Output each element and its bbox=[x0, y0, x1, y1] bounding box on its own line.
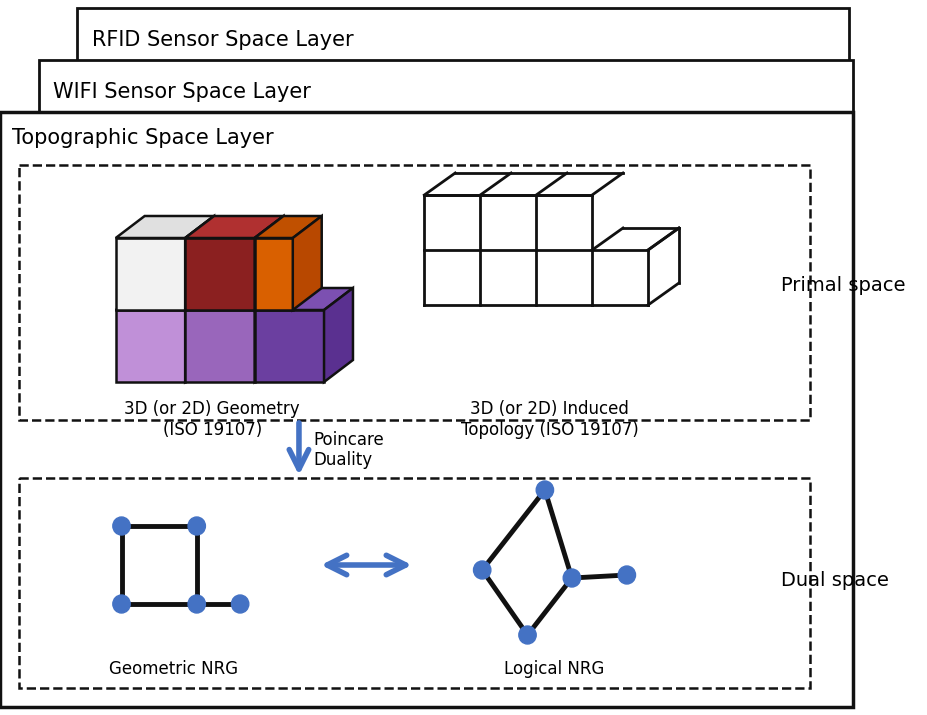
Polygon shape bbox=[185, 310, 254, 382]
Polygon shape bbox=[324, 288, 352, 382]
Polygon shape bbox=[254, 288, 352, 310]
Circle shape bbox=[113, 595, 130, 613]
Text: Topographic Space Layer: Topographic Space Layer bbox=[11, 128, 273, 148]
Circle shape bbox=[231, 595, 248, 613]
Bar bbox=[19, 478, 809, 688]
Circle shape bbox=[617, 566, 635, 584]
Bar bbox=[39, 60, 853, 155]
Circle shape bbox=[563, 569, 580, 587]
Polygon shape bbox=[185, 216, 284, 238]
Polygon shape bbox=[116, 238, 185, 310]
Circle shape bbox=[188, 595, 205, 613]
Text: 3D (or 2D) Geometry
(ISO 19107): 3D (or 2D) Geometry (ISO 19107) bbox=[124, 400, 299, 439]
Circle shape bbox=[518, 626, 536, 644]
Polygon shape bbox=[116, 216, 214, 238]
Bar bbox=[0, 112, 853, 707]
Polygon shape bbox=[254, 216, 284, 310]
Polygon shape bbox=[185, 238, 254, 310]
Polygon shape bbox=[185, 288, 214, 382]
Text: Dual space: Dual space bbox=[781, 571, 888, 589]
Circle shape bbox=[473, 561, 490, 579]
Text: RFID Sensor Space Layer: RFID Sensor Space Layer bbox=[92, 30, 353, 50]
Polygon shape bbox=[185, 216, 214, 310]
Text: WIFI Sensor Space Layer: WIFI Sensor Space Layer bbox=[53, 82, 311, 102]
Circle shape bbox=[113, 517, 130, 535]
Polygon shape bbox=[116, 310, 185, 382]
Text: Primal space: Primal space bbox=[781, 275, 905, 295]
Polygon shape bbox=[254, 216, 322, 238]
Polygon shape bbox=[293, 216, 322, 310]
Text: 3D (or 2D) Induced
Topology (ISO 19107): 3D (or 2D) Induced Topology (ISO 19107) bbox=[461, 400, 638, 439]
Polygon shape bbox=[185, 288, 284, 310]
Circle shape bbox=[536, 481, 553, 499]
Text: Logical NRG: Logical NRG bbox=[503, 660, 604, 678]
Polygon shape bbox=[116, 288, 214, 310]
Text: Geometric NRG: Geometric NRG bbox=[108, 660, 238, 678]
Bar bbox=[19, 165, 809, 420]
Polygon shape bbox=[254, 310, 324, 382]
Polygon shape bbox=[254, 238, 293, 310]
Polygon shape bbox=[254, 288, 284, 382]
Text: Poincare
Duality: Poincare Duality bbox=[313, 430, 384, 470]
Circle shape bbox=[188, 517, 205, 535]
Bar bbox=[77, 8, 848, 103]
